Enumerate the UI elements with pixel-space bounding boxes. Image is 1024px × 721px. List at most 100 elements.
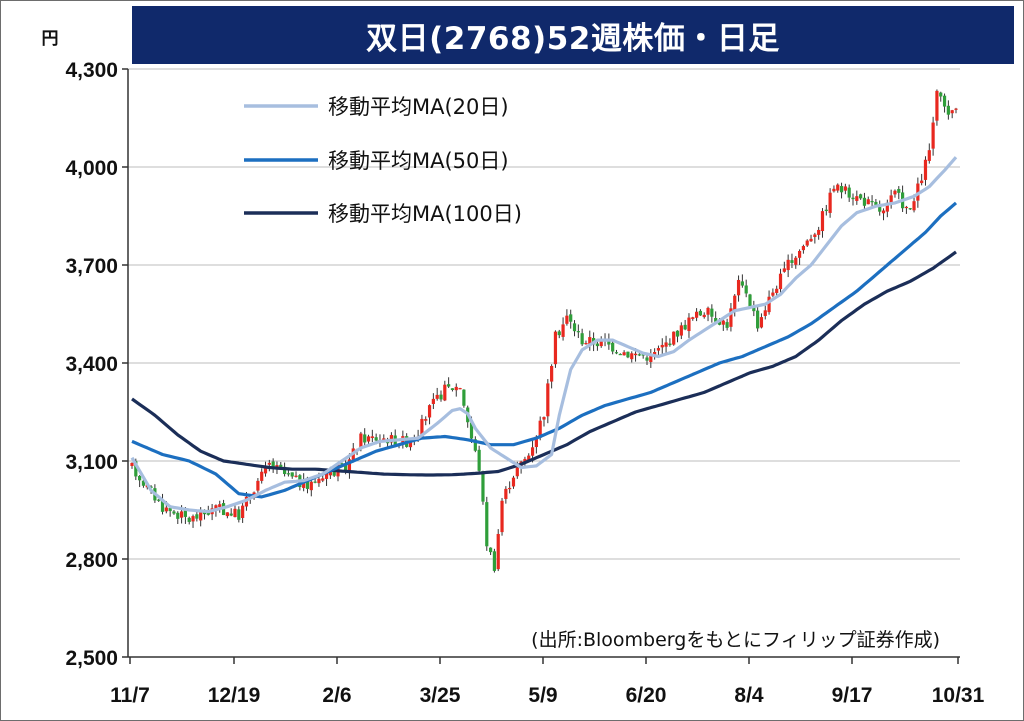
candle-body (141, 480, 146, 486)
candle-body (595, 343, 600, 347)
candle-body (740, 281, 744, 286)
x-tick-label: 8/4 (734, 684, 764, 707)
candle-body (633, 353, 638, 356)
candle-body (954, 108, 958, 110)
candle-body (847, 187, 851, 198)
candle-body (408, 440, 413, 448)
candle-body (389, 435, 394, 443)
candle-body (179, 511, 184, 518)
candle-body (927, 150, 931, 161)
y-tick-label: 2,800 (65, 549, 118, 572)
candle-body (824, 209, 828, 212)
ma50-line (131, 201, 958, 499)
candle-body (588, 337, 592, 344)
title-bar: 双日(2768)52週株価・日足 (132, 6, 1014, 64)
candle-body (138, 475, 142, 481)
candle-body (920, 180, 924, 184)
candle-body (664, 342, 668, 347)
candle-body (668, 343, 672, 346)
candle-body (691, 317, 695, 319)
candle-body (859, 194, 863, 199)
candle-body (611, 342, 615, 352)
candle-body (775, 288, 779, 293)
candle-body (183, 510, 188, 517)
candle-body (424, 419, 428, 421)
candle-body (305, 477, 310, 489)
ma20-line (130, 156, 958, 514)
candle-body (542, 417, 546, 420)
candle-body (206, 512, 210, 515)
candle-body (164, 507, 168, 512)
candle-body (733, 295, 737, 311)
candle-body (660, 344, 664, 348)
legend-label-ma100: 移動平均MA(100日) (328, 202, 522, 226)
candle-body (607, 340, 611, 345)
candle-body (576, 331, 580, 333)
candle-body (271, 461, 275, 469)
y-tick-label: 4,000 (65, 157, 118, 180)
candle-body (328, 469, 332, 476)
ma100-line (131, 250, 957, 477)
candle-body (561, 324, 565, 337)
candle-body (462, 389, 466, 406)
candle-body (809, 238, 813, 242)
candle-body (435, 394, 439, 399)
candle-body (309, 481, 313, 491)
candle-body (687, 317, 691, 332)
candle-body (580, 333, 584, 345)
candle-body (256, 480, 260, 491)
candle-body (614, 352, 619, 354)
x-tick-label: 5/9 (528, 684, 557, 707)
candle-body (756, 310, 760, 329)
candle-body (195, 514, 199, 519)
candle-body (260, 471, 264, 481)
candle-body (653, 351, 657, 355)
candle-body (729, 308, 733, 327)
candle-body (569, 314, 573, 322)
candle-body (626, 351, 630, 358)
candle-body (168, 507, 172, 512)
candle-body (942, 95, 947, 107)
y-unit-label: 円 (42, 29, 59, 49)
candle-body (321, 478, 325, 481)
candle-body (851, 197, 855, 200)
candle-body (675, 330, 680, 337)
candle-body (473, 439, 477, 451)
candle-body (279, 464, 283, 469)
candle-body (233, 508, 237, 518)
candle-body (450, 388, 455, 390)
candle-body (931, 122, 935, 149)
candle-body (454, 386, 458, 391)
candle-body (862, 197, 867, 206)
candle-body (656, 348, 661, 351)
candle-body (725, 322, 729, 328)
candle-body (778, 273, 783, 290)
candle-body (706, 307, 710, 315)
candle-body (504, 488, 508, 499)
candle-body (340, 463, 344, 465)
candle-body (313, 481, 317, 483)
candle-body (550, 365, 554, 382)
candle-body (431, 398, 435, 404)
candle-body (752, 306, 756, 312)
candle-body (241, 505, 245, 519)
candle-body (881, 210, 886, 214)
candle-body (523, 458, 527, 462)
legend-label-ma50: 移動平均MA(50日) (328, 149, 509, 173)
candle-body (191, 516, 195, 522)
candle-body (347, 459, 352, 473)
candle-body (496, 533, 500, 570)
candle-body (546, 383, 550, 417)
candle-body (382, 438, 386, 440)
candle-body (557, 331, 561, 336)
candle-body (630, 353, 634, 360)
candle-body (763, 310, 767, 316)
candle-body (530, 447, 535, 456)
candle-body (492, 551, 497, 571)
candle-body (172, 511, 176, 514)
candle-body (366, 436, 371, 442)
candle-body (717, 320, 722, 325)
candle-body (275, 465, 279, 468)
candle-body (866, 199, 870, 205)
candle-body (527, 455, 531, 461)
